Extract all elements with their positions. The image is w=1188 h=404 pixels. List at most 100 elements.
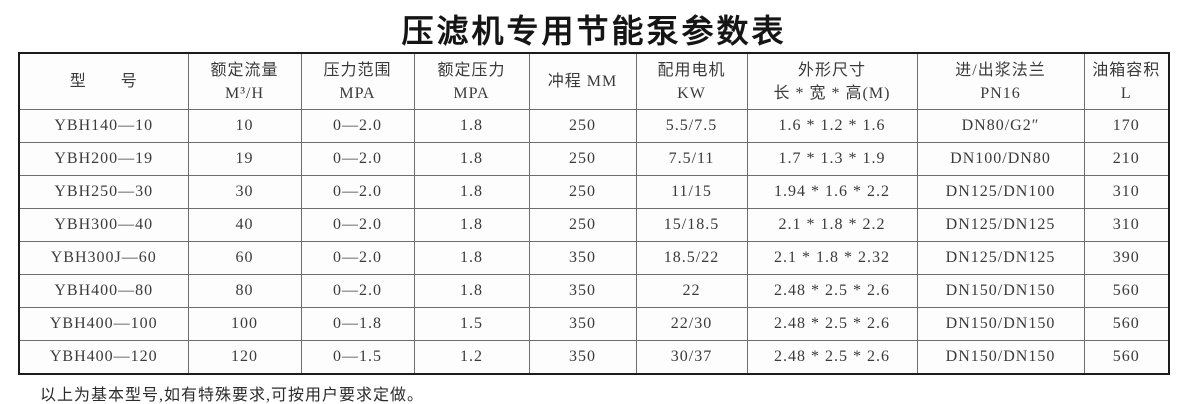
header-line: 进/出浆法兰 [955, 61, 1046, 79]
header-line: 额定流量 [210, 61, 279, 79]
cell-flange: DN125/DN125 [916, 208, 1085, 242]
page-title: 压滤机专用节能泵参数表 [401, 13, 787, 49]
cell-flange: DN125/DN125 [916, 241, 1085, 275]
cell-pressure-range: 0—2.0 [300, 208, 415, 242]
cell-rated-flow: 10 [187, 109, 302, 143]
cell-rated-flow: 30 [187, 175, 302, 209]
header-model: 型 号 [18, 52, 189, 110]
table-row: YBH400—80 80 0—2.0 1.8 350 22 2.48 * 2.5… [18, 274, 1170, 308]
cell-stroke: 250 [528, 208, 637, 242]
cell-model: YBH300—40 [18, 208, 189, 242]
cell-motor: 30/37 [635, 340, 748, 375]
cell-pressure-range: 0—2.0 [300, 175, 415, 209]
cell-motor: 15/18.5 [635, 208, 748, 242]
table-row: YBH200—19 19 0—2.0 1.8 250 7.5/11 1.7 * … [18, 142, 1170, 176]
cell-tank-volume: 560 [1083, 307, 1170, 341]
cell-stroke: 250 [528, 109, 637, 143]
cell-model: YBH140—10 [18, 109, 189, 143]
header-line: 外形尺寸 [797, 61, 866, 79]
header-line: PN16 [980, 84, 1021, 102]
header-stroke: 冲程 MM [528, 52, 637, 110]
cell-model: YBH300J—60 [18, 241, 189, 275]
cell-dimensions: 2.48 * 2.5 * 2.6 [746, 274, 918, 308]
cell-flange: DN150/DN150 [916, 274, 1085, 308]
header-line: KW [677, 84, 706, 102]
cell-tank-volume: 560 [1083, 274, 1170, 308]
header-line: 压力范围 [323, 61, 392, 79]
cell-tank-volume: 560 [1083, 340, 1170, 375]
table-row: YBH300—40 40 0—2.0 1.8 250 15/18.5 2.1 *… [18, 208, 1170, 242]
header-rated-flow: 额定流量 M³/H [187, 52, 302, 110]
cell-tank-volume: 310 [1083, 175, 1170, 209]
cell-model: YBH250—30 [18, 175, 189, 209]
cell-tank-volume: 390 [1083, 241, 1170, 275]
header-line: MPA [339, 84, 376, 102]
header-motor: 配用电机 KW [635, 52, 748, 110]
cell-rated-pressure: 1.8 [413, 142, 530, 176]
header-row: 型 号 额定流量 M³/H 压力范围 MPA 额定压力 MPA 冲程 MM 配用电机 K… [18, 52, 1170, 110]
cell-stroke: 350 [528, 307, 637, 341]
header-flange: 进/出浆法兰 PN16 [916, 52, 1085, 110]
header-line: MPA [453, 84, 490, 102]
table-row: YBH250—30 30 0—2.0 1.8 250 11/15 1.94 * … [18, 175, 1170, 209]
cell-rated-flow: 40 [187, 208, 302, 242]
cell-flange: DN150/DN150 [916, 340, 1085, 375]
cell-pressure-range: 0—1.8 [300, 307, 415, 341]
header-line: 冲程 MM [547, 73, 618, 90]
header-line: 型 号 [69, 73, 138, 90]
cell-motor: 11/15 [635, 175, 748, 209]
table-row: YBH400—120 120 0—1.5 1.2 350 30/37 2.48 … [18, 340, 1170, 375]
table-row: YBH400—100 100 0—1.8 1.5 350 22/30 2.48 … [18, 307, 1170, 341]
cell-rated-pressure: 1.5 [413, 307, 530, 341]
cell-dimensions: 2.48 * 2.5 * 2.6 [746, 340, 918, 375]
footnote: 以上为基本型号,如有特殊要求,可按用户要求定做。 [40, 387, 425, 404]
cell-rated-flow: 80 [187, 274, 302, 308]
cell-tank-volume: 170 [1083, 109, 1170, 143]
cell-rated-pressure: 1.8 [413, 274, 530, 308]
cell-rated-pressure: 1.8 [413, 208, 530, 242]
cell-motor: 22 [635, 274, 748, 308]
cell-pressure-range: 0—2.0 [300, 109, 415, 143]
cell-model: YBH400—80 [18, 274, 189, 308]
cell-model: YBH200—19 [18, 142, 189, 176]
cell-motor: 7.5/11 [635, 142, 748, 176]
cell-dimensions: 1.7 * 1.3 * 1.9 [746, 142, 918, 176]
cell-rated-flow: 100 [187, 307, 302, 341]
header-line: 油箱容积 [1092, 61, 1161, 79]
header-line: 配用电机 [657, 61, 726, 79]
cell-flange: DN100/DN80 [916, 142, 1085, 176]
cell-motor: 18.5/22 [635, 241, 748, 275]
cell-motor: 22/30 [635, 307, 748, 341]
table-row: YBH140—10 10 0—2.0 1.8 250 5.5/7.5 1.6 *… [18, 109, 1170, 143]
header-line: L [1120, 84, 1132, 102]
cell-tank-volume: 210 [1083, 142, 1170, 176]
cell-stroke: 350 [528, 241, 637, 275]
cell-rated-flow: 19 [187, 142, 302, 176]
cell-stroke: 350 [528, 274, 637, 308]
cell-dimensions: 1.6 * 1.2 * 1.6 [746, 109, 918, 143]
cell-model: YBH400—100 [18, 307, 189, 341]
cell-pressure-range: 0—2.0 [300, 241, 415, 275]
cell-dimensions: 2.48 * 2.5 * 2.6 [746, 307, 918, 341]
header-rated-pressure: 额定压力 MPA [413, 52, 530, 110]
cell-dimensions: 1.94 * 1.6 * 2.2 [746, 175, 918, 209]
cell-stroke: 350 [528, 340, 637, 375]
header-pressure-range: 压力范围 MPA [300, 52, 415, 110]
pump-parameters-table: 型 号 额定流量 M³/H 压力范围 MPA 额定压力 MPA 冲程 MM 配用电机 K… [18, 52, 1170, 375]
cell-rated-flow: 120 [187, 340, 302, 375]
cell-dimensions: 2.1 * 1.8 * 2.32 [746, 241, 918, 275]
cell-stroke: 250 [528, 142, 637, 176]
cell-model: YBH400—120 [18, 340, 189, 375]
cell-flange: DN80/G2″ [916, 109, 1085, 143]
cell-rated-pressure: 1.8 [413, 175, 530, 209]
header-line: 长 * 宽 * 高(M) [773, 84, 891, 102]
cell-tank-volume: 310 [1083, 208, 1170, 242]
cell-stroke: 250 [528, 175, 637, 209]
table-row: YBH300J—60 60 0—2.0 1.8 350 18.5/22 2.1 … [18, 241, 1170, 275]
cell-pressure-range: 0—2.0 [300, 142, 415, 176]
header-tank-volume: 油箱容积 L [1083, 52, 1170, 110]
cell-rated-pressure: 1.8 [413, 241, 530, 275]
header-line: M³/H [224, 84, 265, 102]
header-dimensions: 外形尺寸长 * 宽 * 高(M) [746, 52, 918, 110]
